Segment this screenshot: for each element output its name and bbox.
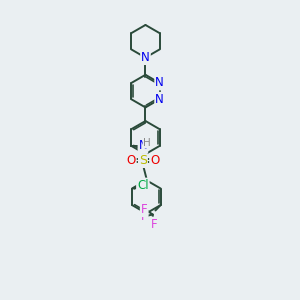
Text: Cl: Cl [137,178,149,192]
Text: N: N [139,139,147,152]
Text: N: N [155,93,164,106]
Text: O: O [150,154,159,167]
Text: H: H [143,138,151,148]
Text: N: N [141,51,150,64]
Text: N: N [155,76,164,89]
Text: F: F [141,203,147,216]
Text: F: F [151,218,157,231]
Text: F: F [141,210,147,223]
Text: O: O [127,154,136,167]
Text: S: S [139,154,147,167]
